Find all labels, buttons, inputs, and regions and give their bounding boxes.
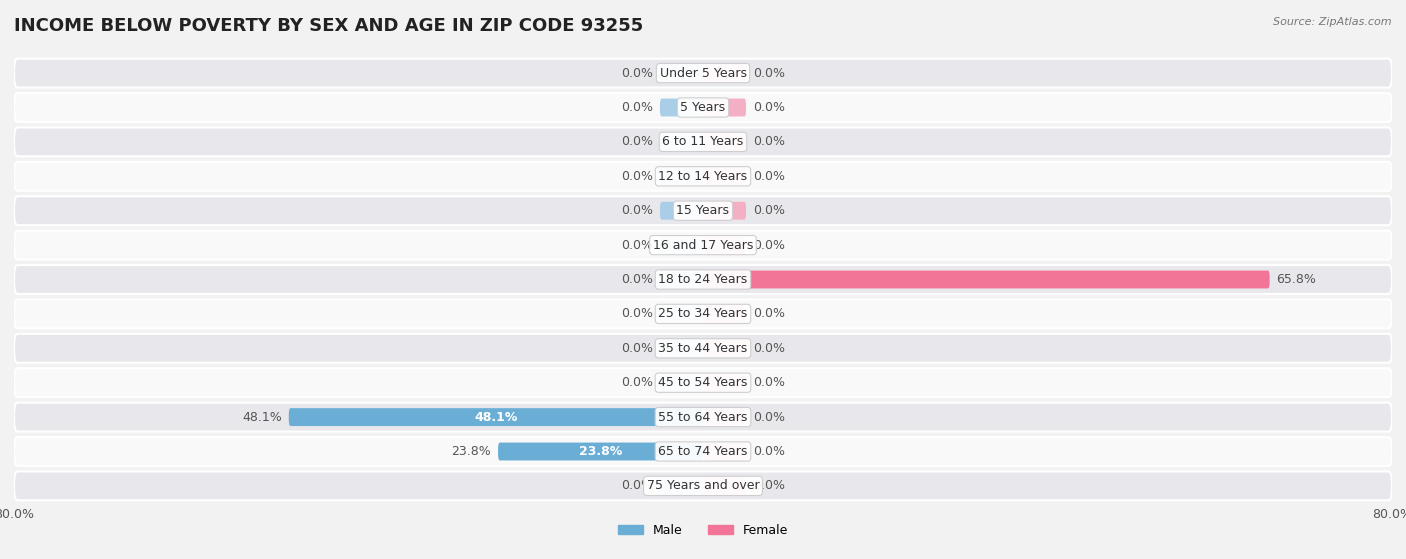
Text: 0.0%: 0.0% [754,170,785,183]
FancyBboxPatch shape [14,59,1392,88]
Text: 0.0%: 0.0% [754,411,785,424]
FancyBboxPatch shape [659,167,703,185]
Text: 23.8%: 23.8% [579,445,621,458]
Text: 0.0%: 0.0% [754,204,785,217]
FancyBboxPatch shape [659,236,703,254]
Text: 0.0%: 0.0% [754,135,785,148]
Text: 0.0%: 0.0% [754,342,785,355]
FancyBboxPatch shape [14,93,1392,122]
Text: 0.0%: 0.0% [621,342,652,355]
Text: 18 to 24 Years: 18 to 24 Years [658,273,748,286]
Text: 25 to 34 Years: 25 to 34 Years [658,307,748,320]
Text: INCOME BELOW POVERTY BY SEX AND AGE IN ZIP CODE 93255: INCOME BELOW POVERTY BY SEX AND AGE IN Z… [14,17,644,35]
Text: 0.0%: 0.0% [621,204,652,217]
FancyBboxPatch shape [14,162,1392,191]
FancyBboxPatch shape [14,334,1392,363]
FancyBboxPatch shape [14,368,1392,397]
Text: 0.0%: 0.0% [754,239,785,252]
Text: 0.0%: 0.0% [754,376,785,389]
Text: 15 Years: 15 Years [676,204,730,217]
Text: 6 to 11 Years: 6 to 11 Years [662,135,744,148]
Text: 0.0%: 0.0% [621,67,652,79]
FancyBboxPatch shape [703,202,747,220]
FancyBboxPatch shape [659,305,703,323]
Text: 5 Years: 5 Years [681,101,725,114]
FancyBboxPatch shape [14,437,1392,466]
Text: 0.0%: 0.0% [754,67,785,79]
Text: 48.1%: 48.1% [242,411,281,424]
Text: 0.0%: 0.0% [754,307,785,320]
Text: 23.8%: 23.8% [451,445,491,458]
Text: 0.0%: 0.0% [621,135,652,148]
FancyBboxPatch shape [659,133,703,151]
Text: Source: ZipAtlas.com: Source: ZipAtlas.com [1274,17,1392,27]
Text: 16 and 17 Years: 16 and 17 Years [652,239,754,252]
Text: 45 to 54 Years: 45 to 54 Years [658,376,748,389]
FancyBboxPatch shape [703,236,747,254]
FancyBboxPatch shape [703,167,747,185]
FancyBboxPatch shape [14,127,1392,157]
Text: 35 to 44 Years: 35 to 44 Years [658,342,748,355]
Text: 0.0%: 0.0% [621,101,652,114]
FancyBboxPatch shape [14,300,1392,328]
Text: 75 Years and over: 75 Years and over [647,480,759,492]
FancyBboxPatch shape [703,443,747,461]
FancyBboxPatch shape [14,265,1392,294]
FancyBboxPatch shape [703,374,747,392]
Text: 0.0%: 0.0% [621,239,652,252]
FancyBboxPatch shape [14,231,1392,259]
FancyBboxPatch shape [14,196,1392,225]
FancyBboxPatch shape [703,133,747,151]
Text: 0.0%: 0.0% [621,480,652,492]
Text: 65 to 74 Years: 65 to 74 Years [658,445,748,458]
FancyBboxPatch shape [14,402,1392,432]
Text: 0.0%: 0.0% [621,170,652,183]
Text: 48.1%: 48.1% [474,411,517,424]
FancyBboxPatch shape [659,339,703,357]
FancyBboxPatch shape [14,471,1392,500]
FancyBboxPatch shape [703,477,747,495]
FancyBboxPatch shape [703,98,747,116]
FancyBboxPatch shape [659,374,703,392]
Legend: Male, Female: Male, Female [613,519,793,542]
FancyBboxPatch shape [703,408,747,426]
Text: Under 5 Years: Under 5 Years [659,67,747,79]
FancyBboxPatch shape [659,64,703,82]
Text: 65.8%: 65.8% [1277,273,1316,286]
FancyBboxPatch shape [498,443,703,461]
FancyBboxPatch shape [703,339,747,357]
FancyBboxPatch shape [288,408,703,426]
FancyBboxPatch shape [659,98,703,116]
FancyBboxPatch shape [659,477,703,495]
Text: 0.0%: 0.0% [754,480,785,492]
FancyBboxPatch shape [703,64,747,82]
Text: 0.0%: 0.0% [754,445,785,458]
FancyBboxPatch shape [703,271,1270,288]
Text: 0.0%: 0.0% [621,273,652,286]
Text: 12 to 14 Years: 12 to 14 Years [658,170,748,183]
Text: 0.0%: 0.0% [621,307,652,320]
FancyBboxPatch shape [703,305,747,323]
Text: 55 to 64 Years: 55 to 64 Years [658,411,748,424]
FancyBboxPatch shape [659,271,703,288]
Text: 0.0%: 0.0% [754,101,785,114]
FancyBboxPatch shape [659,202,703,220]
Text: 0.0%: 0.0% [621,376,652,389]
